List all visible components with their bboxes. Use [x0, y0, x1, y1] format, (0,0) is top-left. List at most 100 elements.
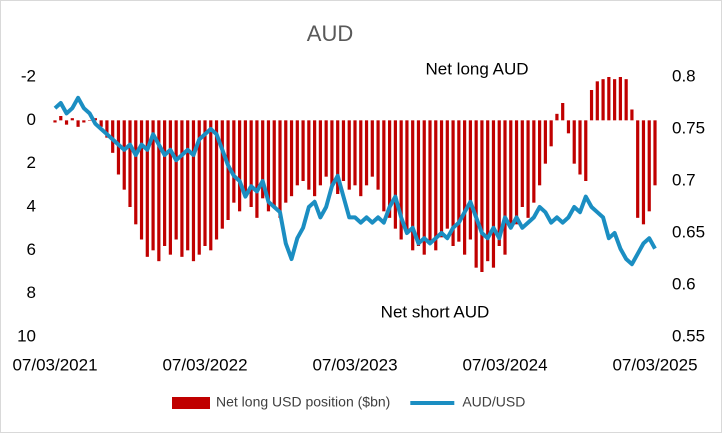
bar — [238, 120, 242, 212]
bar — [468, 120, 472, 240]
y2-tick-label: 0.75 — [672, 118, 705, 137]
bar — [313, 120, 317, 197]
bar — [289, 120, 294, 197]
legend-swatch — [172, 397, 210, 409]
y-tick-label: -2 — [21, 66, 36, 85]
x-tick-label: 07/03/2024 — [462, 355, 547, 374]
bar — [359, 120, 363, 197]
bar — [543, 120, 547, 164]
bar — [64, 120, 69, 125]
y-tick-label: 2 — [27, 153, 36, 172]
y-tick-label: 10 — [17, 326, 36, 345]
bar — [411, 120, 415, 251]
y2-tick-label: 0.6 — [672, 274, 696, 293]
bar — [255, 120, 259, 218]
bar — [370, 120, 374, 177]
bar — [364, 120, 369, 186]
bar — [249, 120, 253, 207]
bar — [151, 120, 155, 251]
chart-title: AUD — [307, 21, 353, 46]
y2-tick-label: 0.8 — [672, 66, 696, 85]
bar — [266, 120, 271, 212]
bar — [399, 120, 403, 240]
bar — [607, 77, 611, 121]
bar — [393, 120, 397, 229]
y-tick-label: 8 — [27, 283, 36, 302]
y-tick-label: 6 — [27, 240, 36, 259]
x-tick-label: 07/03/2021 — [12, 355, 97, 374]
bar — [203, 120, 207, 246]
bar — [139, 120, 144, 240]
bar — [318, 120, 322, 186]
bar — [566, 120, 571, 134]
bar — [434, 120, 438, 251]
x-tick-label: 07/03/2022 — [162, 355, 247, 374]
bar — [186, 120, 190, 251]
y2-tick-label: 0.7 — [672, 170, 696, 189]
y-tick-label: 0 — [27, 110, 36, 129]
bar — [532, 120, 536, 203]
bar — [295, 120, 299, 186]
bar — [463, 120, 467, 255]
bar — [134, 120, 138, 225]
bar — [613, 79, 617, 121]
bar — [445, 120, 449, 229]
x-tick-label: 07/03/2023 — [312, 355, 397, 374]
bar — [272, 120, 276, 207]
bar — [330, 120, 334, 186]
bar — [457, 120, 461, 242]
legend-label: Net long USD position ($bn) — [216, 394, 390, 410]
bar — [486, 120, 490, 262]
y-tick-label: 4 — [27, 196, 36, 215]
bar — [555, 113, 559, 121]
bar — [93, 118, 97, 121]
bar — [284, 120, 288, 203]
bar — [653, 120, 657, 186]
bar — [174, 120, 178, 240]
y2-tick-label: 0.55 — [672, 326, 705, 345]
bar — [59, 116, 63, 121]
bar — [116, 120, 121, 175]
bar — [209, 120, 213, 251]
line — [53, 95, 657, 267]
bar — [347, 120, 351, 190]
bar — [301, 120, 305, 181]
annotation: Net long AUD — [426, 59, 529, 78]
bar — [618, 77, 622, 121]
bar — [589, 90, 594, 121]
bar — [641, 120, 646, 225]
bar — [509, 120, 513, 229]
bar — [388, 120, 392, 218]
bar — [232, 120, 236, 203]
bar — [514, 120, 519, 225]
bar — [353, 120, 357, 186]
bar — [191, 120, 196, 262]
bar — [526, 120, 530, 218]
bar — [376, 120, 380, 190]
bar — [520, 120, 524, 207]
x-tick-label: 07/03/2025 — [612, 355, 697, 374]
annotation: Net short AUD — [381, 302, 490, 321]
legend-label: AUD/USD — [462, 394, 525, 410]
bar — [428, 120, 432, 242]
bar — [497, 120, 501, 246]
bar — [572, 120, 576, 164]
bar — [630, 109, 634, 121]
bar — [336, 120, 340, 194]
bar — [261, 120, 265, 199]
bar — [439, 120, 444, 238]
bar — [422, 120, 426, 255]
bar — [88, 120, 92, 121]
bar — [128, 120, 132, 207]
bar — [561, 103, 565, 121]
bar — [53, 120, 57, 123]
bar — [180, 120, 184, 257]
bar — [168, 120, 172, 255]
bar — [82, 120, 86, 123]
bar — [405, 120, 409, 233]
bar — [226, 120, 230, 220]
bar — [220, 120, 224, 229]
bar — [157, 120, 161, 262]
bar — [538, 120, 542, 186]
